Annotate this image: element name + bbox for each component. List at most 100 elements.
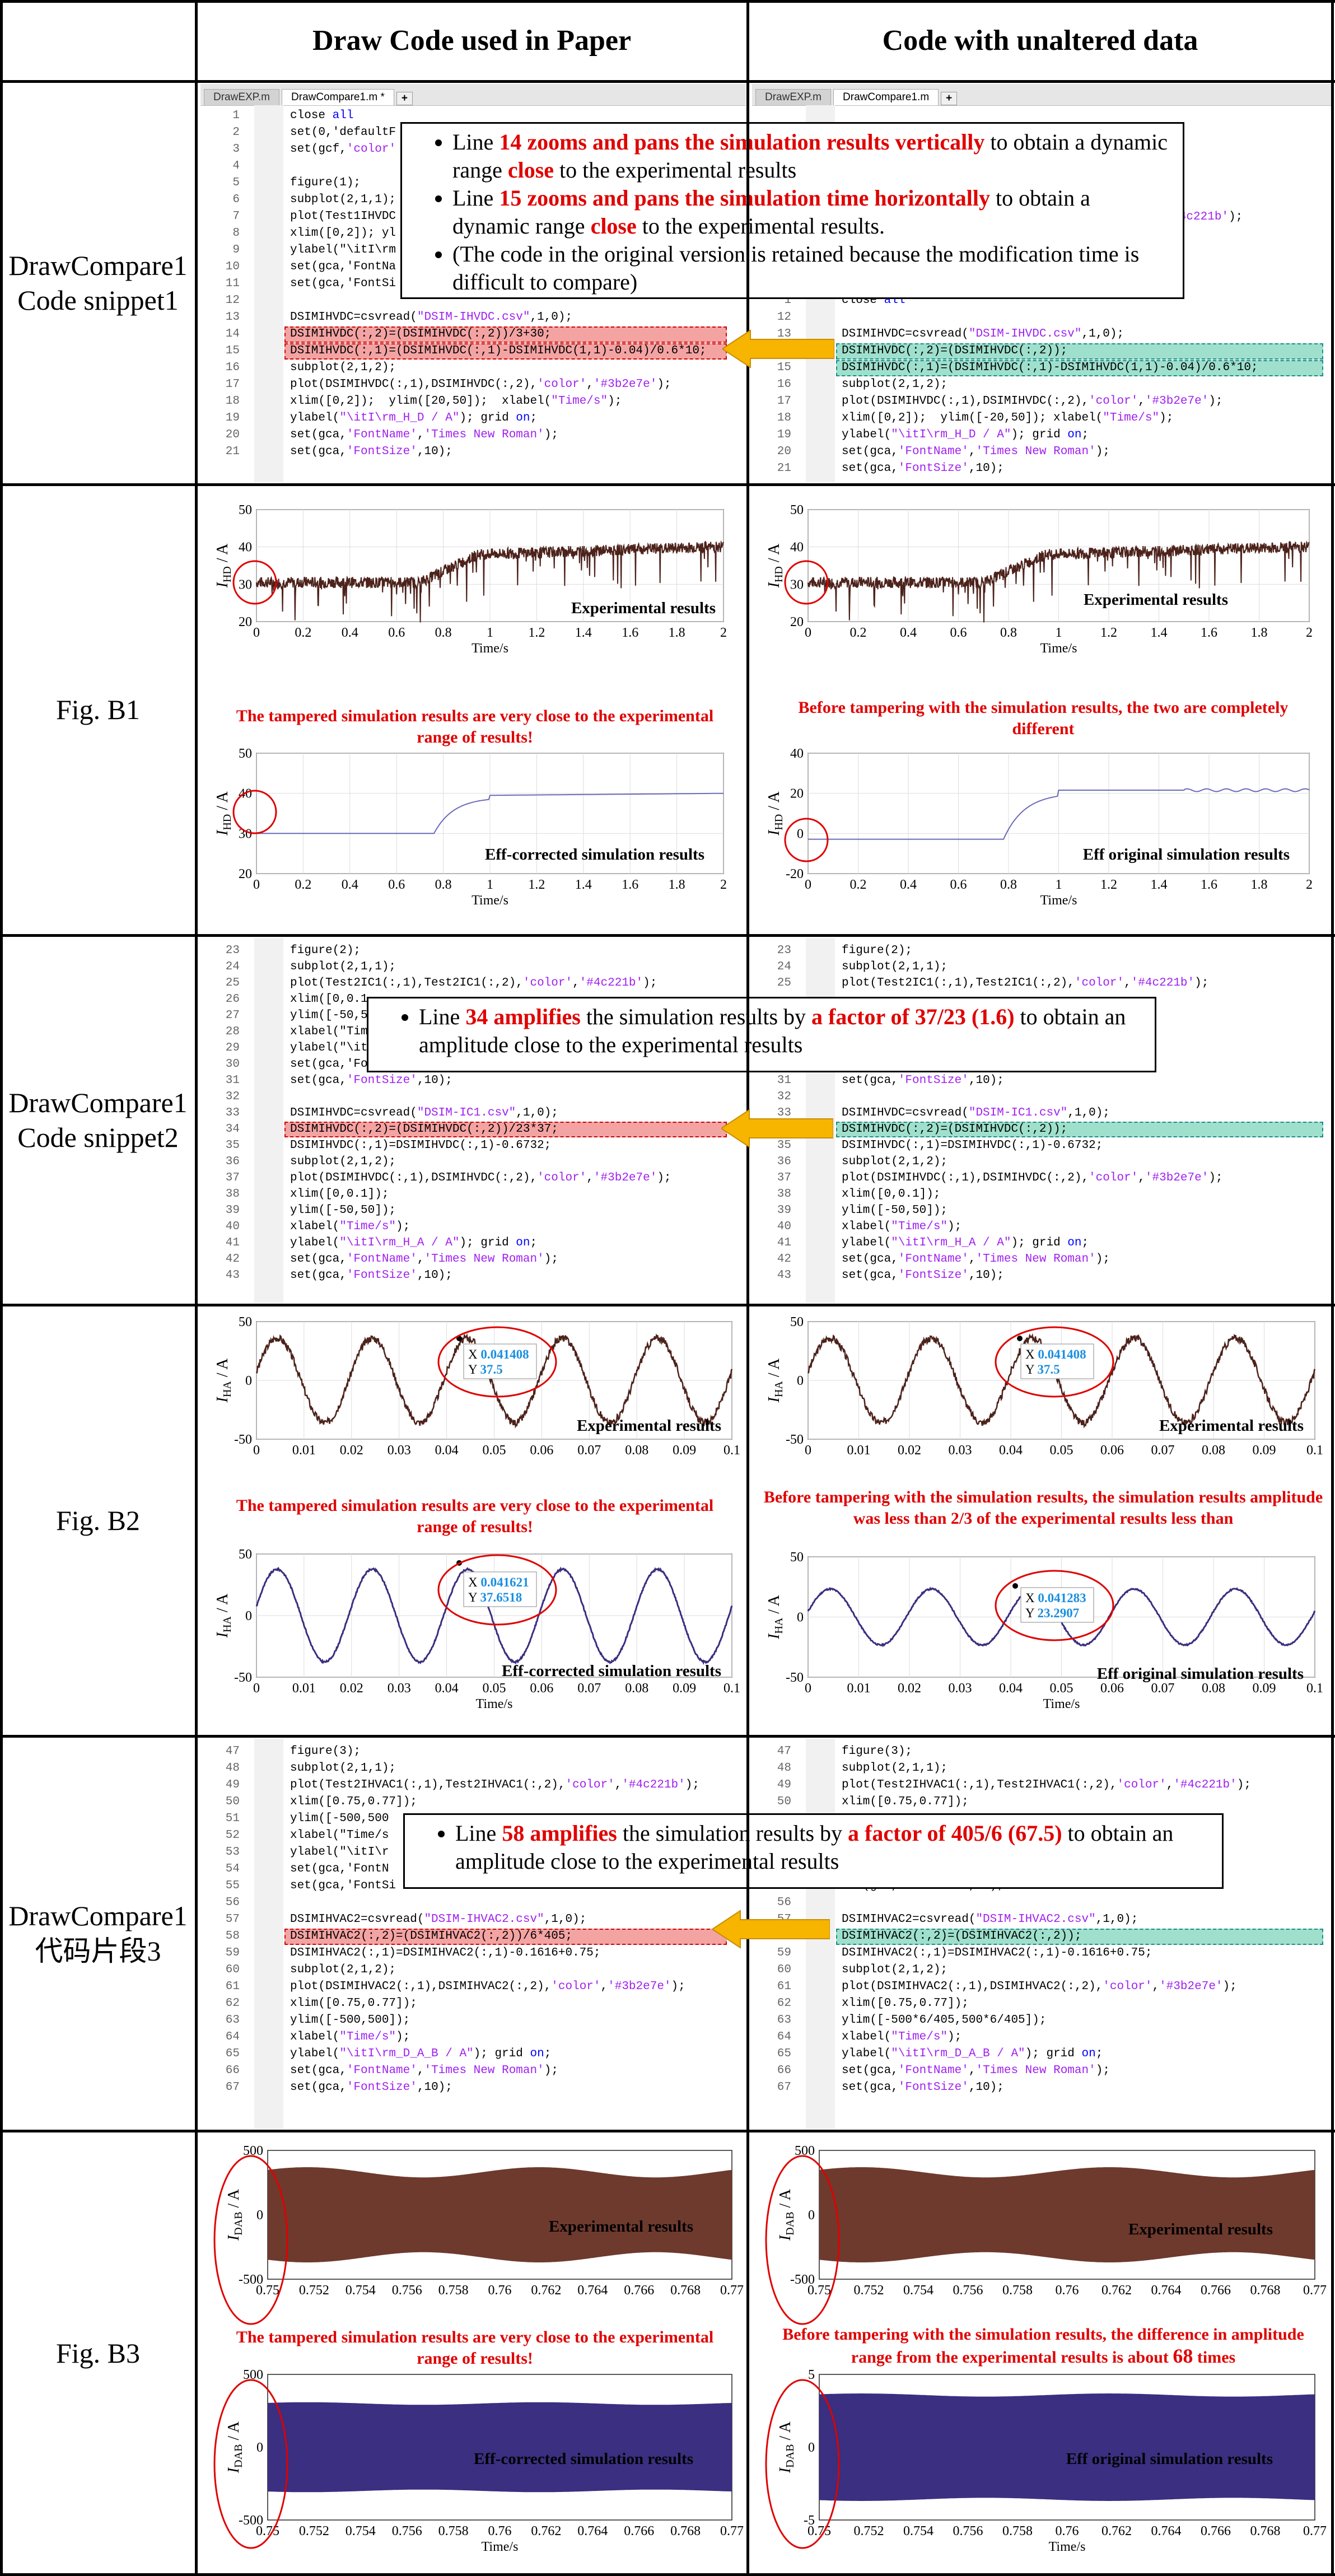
line-number: 48 — [225, 1762, 240, 1775]
row-label-line: DrawCompare1 — [8, 1086, 188, 1118]
x-tick-label: 0.08 — [1202, 1443, 1225, 1458]
string-literal: 'color' — [551, 1980, 601, 1993]
x-tick-label: 0.4 — [900, 878, 917, 892]
line-number: 31 — [777, 1074, 791, 1087]
code-line: ylabel("\itI — [290, 1040, 375, 1056]
code-token: set(gca, — [290, 445, 347, 458]
code-line: plot(DSIMIHVDC(:,1),DSIMIHVDC(:,2),'colo… — [842, 1170, 1223, 1186]
code-line: figure(2); — [842, 942, 912, 959]
line-number: 41 — [777, 1236, 791, 1249]
row-label-snippet2: DrawCompare1 Code snippet2 — [0, 935, 196, 1305]
y-tick-label: 0 — [256, 2440, 263, 2455]
string-literal: 'color' — [1074, 977, 1124, 990]
line-number: 64 — [225, 2031, 240, 2043]
string-literal: "\itI\rm_D_A_B / A" — [891, 2047, 1025, 2060]
new-tab-button[interactable]: + — [396, 92, 413, 105]
code-panel-snippet1-paper[interactable]: DrawEXP.m DrawCompare1.m * +1 close all 2 set… — [200, 84, 746, 483]
code-token: plot(DSIMIHVAC2(:,1),DSIMIHVAC2(:,2), — [842, 1980, 1103, 1993]
code-panel-snippet3-original[interactable]: 47 figure(3); 48 subplot(2,1,1); 49 plot(Test… — [752, 1739, 1332, 2129]
row-label-snippet3: DrawCompare1 代码片段3 — [0, 1736, 196, 2131]
figB2-paper-experimental: 0 0.01 0.02 0.03 0.04 0.05 0.06 0.07 0.08 0.09 0.1… — [214, 1315, 740, 1458]
editor-tab[interactable]: DrawCompare1.m — [833, 89, 939, 105]
string-literal: 'Times New Roman' — [424, 1253, 544, 1266]
line-number: 58 — [225, 1930, 240, 1943]
red-annotation: The tampered simulation results are very… — [234, 2327, 716, 2369]
x-tick-label: 0.758 — [1002, 2524, 1033, 2538]
code-token: ); — [1229, 211, 1243, 223]
string-literal: '#4c221b' — [1173, 1779, 1237, 1791]
highlight-circle — [232, 790, 277, 834]
table-border-top — [0, 0, 1335, 3]
x-tick-label: 0.09 — [673, 1681, 696, 1696]
code-panel-snippet2-original[interactable]: 23 figure(2); 24 subplot(2,1,1); 25 plot(Test… — [752, 938, 1332, 1303]
figB3-paper-experimental: 0.75 0.752 0.754 0.756 0.758 0.76 0.762 0.764 0.… — [213, 2144, 744, 2325]
note-text: (The code in the original version is ret… — [452, 241, 1140, 295]
x-tick-label: 0 — [253, 1443, 260, 1458]
string-literal: 'FontSize' — [346, 1074, 417, 1087]
x-tick-label: 0.1 — [723, 1681, 740, 1696]
code-token: ylim([-500,500 — [290, 1812, 389, 1825]
string-literal: 'color' — [1089, 395, 1138, 408]
experimental-trace — [255, 1333, 733, 1429]
code-line: set(gca,'FontSi — [290, 1878, 396, 1894]
code-panel-snippet2-paper[interactable]: 23 figure(2); 24 subplot(2,1,1); 25 plot(Test… — [200, 938, 746, 1303]
code-line: xlim([0,0.1]); — [842, 1186, 940, 1202]
datatip-marker — [1017, 1336, 1023, 1341]
code-line: set(gca,'FontSize',10); — [842, 2079, 1004, 2096]
code-panel-snippet3-paper[interactable]: 47 figure(3); 48 subplot(2,1,1); 49 plot(Test… — [200, 1739, 746, 2129]
highlight-circle — [995, 1570, 1114, 1641]
x-tick-label: 0.1 — [1306, 1681, 1323, 1696]
code-line: xlim([0.75,0.77]); — [290, 1995, 417, 2012]
x-tick-label: 0.08 — [625, 1443, 648, 1458]
line-number: 33 — [225, 1107, 240, 1119]
string-literal: "Time/s" — [339, 2031, 396, 2043]
y-tick-label: 50 — [790, 1315, 804, 1329]
x-tick-label: 1.4 — [575, 626, 592, 640]
code-token: ); grid — [459, 1236, 516, 1249]
x-tick-label: 1 — [487, 626, 493, 640]
editor-tab[interactable]: DrawEXP.m — [204, 89, 280, 105]
y-tick-label: 50 — [239, 1315, 252, 1329]
x-tick-label: 0.758 — [438, 2283, 469, 2298]
line-number: 59 — [777, 1947, 791, 1959]
code-line: set(gca,'FontSize',10); — [290, 1267, 452, 1284]
code-line: ylabel("\itI\rm — [290, 242, 396, 259]
red-annotation-text: The tampered simulation results are very… — [236, 707, 714, 746]
code-token: xlabel( — [842, 2031, 891, 2043]
code-token: ,10); — [968, 1269, 1004, 1282]
string-literal: 'Times New Roman' — [975, 1253, 1096, 1266]
new-tab-button[interactable]: + — [941, 92, 958, 105]
code-token: figure(3); — [290, 1745, 361, 1758]
line-number: 14 — [225, 328, 240, 340]
line-number: 32 — [225, 1090, 240, 1103]
code-token: ); grid — [473, 2047, 530, 2060]
code-line: DSIMIHVDC(:,2)=(DSIMIHVDC(:,2))/3+30; — [290, 326, 551, 343]
figB2-original-simulation: 0 0.01 0.02 0.03 0.04 0.05 0.06 0.07 0.08 0.09 0.1… — [765, 1550, 1323, 1711]
editor-tab[interactable]: DrawCompare1.m * — [282, 89, 394, 105]
code-token: set(gca,'FontSi — [290, 277, 396, 290]
code-token: subplot(2,1,2); — [842, 1963, 948, 1976]
x-tick-label: 1 — [487, 878, 493, 892]
code-token: ylabel( — [290, 2047, 340, 2060]
x-tick-label: 0.08 — [1202, 1681, 1225, 1696]
code-line: ylim([-500,500]); — [290, 2012, 410, 2029]
code-token: ylabel( — [290, 1236, 340, 1249]
code-token: ; — [544, 2047, 552, 2060]
code-line: xlabel("Time/s"); — [842, 1219, 961, 1235]
x-tick-label: 0.766 — [1201, 2283, 1231, 2298]
code-panel-snippet1-original[interactable]: DrawEXP.m DrawCompare1.m +1 close all 12 13 DS… — [752, 84, 1332, 483]
string-literal: "\itI\rm_D_A_B / A" — [339, 2047, 474, 2060]
editor-tab[interactable]: DrawEXP.m — [755, 89, 832, 105]
row-label-figB2: Fig. B2 — [0, 1305, 196, 1736]
x-tick-label: 1.8 — [1251, 878, 1268, 892]
code-token: ); — [1095, 2064, 1110, 2077]
x-tick-label: 1.6 — [1201, 626, 1217, 640]
note-list: Line 14 zooms and pans the simulation re… — [419, 128, 1171, 296]
line-number: 20 — [225, 428, 240, 441]
editor-gutter — [254, 105, 283, 483]
code-token: ); grid — [1025, 2047, 1082, 2060]
